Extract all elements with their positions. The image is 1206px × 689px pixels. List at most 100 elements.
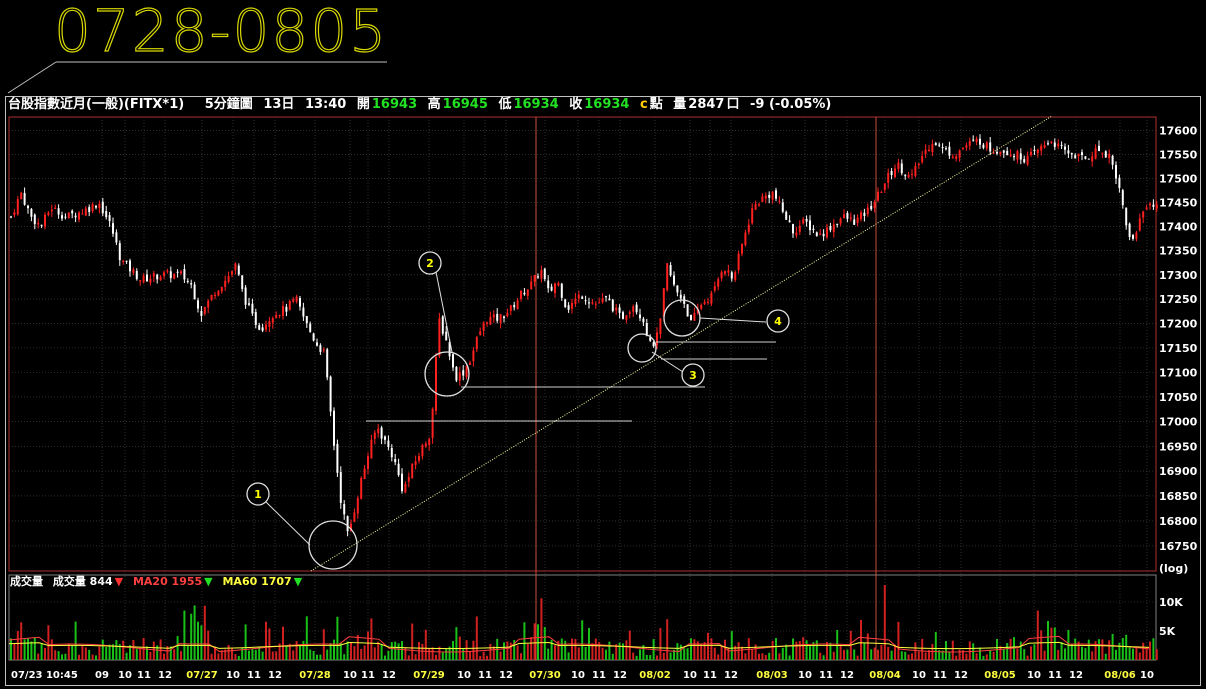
volume-bar <box>414 654 417 660</box>
volume-bar <box>319 654 322 660</box>
marker-badge <box>681 363 705 387</box>
volume-bar <box>921 638 924 660</box>
volume-bar <box>27 638 29 660</box>
volume-bar <box>907 654 910 660</box>
volume-bar <box>1070 643 1073 660</box>
candle-body <box>61 215 63 219</box>
volume-bar <box>581 620 584 660</box>
volume-bar <box>54 650 57 660</box>
volume-bar <box>768 652 771 660</box>
volume-bar <box>526 643 529 660</box>
volume-bar <box>707 632 709 660</box>
candle-body <box>1098 145 1100 151</box>
candle-body <box>826 227 828 238</box>
volume-bar <box>292 650 295 660</box>
candle-body <box>1077 153 1080 157</box>
volume-bar <box>441 652 444 660</box>
candle-body <box>458 372 461 381</box>
volume-total: 成交量 844 <box>52 575 113 588</box>
candle-body <box>571 302 573 309</box>
candle-body <box>105 211 108 218</box>
volume-bar <box>312 651 315 660</box>
volume-bar <box>989 650 992 660</box>
candle-body <box>1023 159 1026 163</box>
volume-bar <box>829 642 832 660</box>
day-label: 13日 <box>263 97 295 112</box>
candle-body <box>958 150 961 158</box>
volume-bar <box>1098 639 1100 660</box>
candle-body <box>754 203 757 210</box>
volume-bar <box>635 655 638 660</box>
candle-body <box>71 210 74 214</box>
candle-body <box>1101 152 1104 154</box>
volume-bar <box>64 653 67 660</box>
candle-body <box>656 332 658 345</box>
x-tick-label: 07/28 <box>299 670 331 681</box>
candle-body <box>543 268 546 280</box>
volume-bar <box>550 639 553 660</box>
candle-body <box>336 443 339 473</box>
volume-bar <box>84 647 87 660</box>
candle-body <box>455 366 458 381</box>
volume-bar <box>254 649 257 660</box>
volume-bar <box>615 644 618 660</box>
candle-body <box>44 214 46 227</box>
candle-body <box>1094 148 1097 159</box>
ma60-label: MA60 1707 <box>222 575 292 588</box>
candle-body <box>1009 154 1012 157</box>
x-tick-label: 11 <box>478 670 492 681</box>
y-tick-label: 16950 <box>1159 440 1198 453</box>
candle-body <box>492 314 495 318</box>
candle-body <box>635 304 638 313</box>
volume-bar <box>744 653 747 660</box>
candle-body <box>506 313 509 317</box>
volume-bar <box>159 639 162 660</box>
volume-bar <box>877 649 879 660</box>
candle-body <box>591 302 594 304</box>
volume-bar <box>598 642 601 660</box>
volume-bar <box>1101 639 1104 660</box>
candle-body <box>472 350 475 362</box>
candle-body <box>169 271 172 279</box>
volume-bar <box>118 644 121 660</box>
volume-bar <box>520 653 522 660</box>
volume-bar <box>125 652 128 660</box>
candle-body <box>139 280 142 282</box>
volume-bar <box>316 654 318 660</box>
x-tick-label: 08/04 <box>869 670 901 681</box>
candle-body <box>900 163 903 174</box>
candle-body <box>945 148 947 150</box>
volume-tick-label: 10K <box>1159 596 1183 609</box>
x-tick-label: 12 <box>158 670 172 681</box>
candle-body <box>1087 158 1090 160</box>
candle-body <box>911 173 913 175</box>
volume-bar <box>353 646 356 660</box>
candle-body <box>526 289 529 296</box>
candle-body <box>747 224 750 233</box>
volume-bar <box>329 643 332 660</box>
candle-body <box>156 274 159 280</box>
candle-body <box>577 294 580 299</box>
volume-bar <box>564 640 567 660</box>
candle-body <box>125 260 128 262</box>
candle-body <box>27 205 29 209</box>
volume-bar <box>380 644 383 660</box>
volume-bar <box>1135 646 1138 660</box>
volume-bar <box>982 655 985 660</box>
y-tick-label: 17550 <box>1159 148 1198 161</box>
candle-body <box>676 285 679 293</box>
candle-body <box>645 323 648 336</box>
volume-bar <box>948 651 951 660</box>
candle-body <box>57 208 60 215</box>
candle-body <box>846 213 849 219</box>
candle-body <box>265 324 267 330</box>
candle-body <box>1138 218 1141 231</box>
x-tick-label: 10 <box>798 670 812 681</box>
volume-bar <box>1149 641 1151 660</box>
candle-body <box>550 286 553 291</box>
candle-body <box>567 305 570 310</box>
volume-bar <box>112 644 114 660</box>
volume-bar <box>326 649 329 660</box>
candle-body <box>1013 156 1015 158</box>
candle-body <box>81 213 84 215</box>
